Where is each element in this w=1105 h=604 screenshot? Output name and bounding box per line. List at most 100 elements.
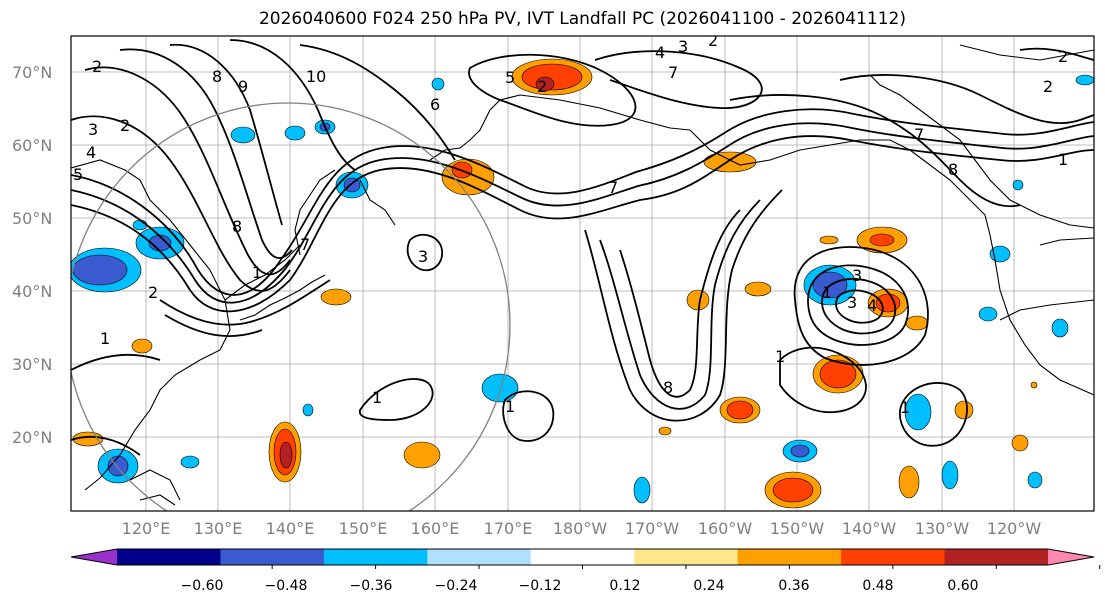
neg-anomaly <box>481 373 519 403</box>
pv-contour <box>594 50 763 109</box>
pv-contour <box>835 289 884 324</box>
pos-anomaly <box>772 477 814 503</box>
pos-anomaly <box>1030 381 1038 389</box>
contour-label: 2 <box>120 116 130 135</box>
pv-contour <box>358 378 434 421</box>
pv-contours <box>71 39 1094 456</box>
lon-label: 130°W <box>915 519 970 538</box>
pv-contour <box>793 246 929 366</box>
contour-label: 8 <box>948 160 958 179</box>
coastline <box>239 274 326 321</box>
coastline <box>224 244 301 301</box>
lon-label: 170°W <box>625 519 680 538</box>
neg-anomaly <box>1075 74 1094 86</box>
pv-contour <box>779 346 867 413</box>
longitude-labels: 120°E 130°E 140°E 150°E 160°E 170°E 180°… <box>122 519 1042 538</box>
pv-contour <box>71 115 291 292</box>
neg-anomaly <box>978 306 998 322</box>
lat-label: 30°N <box>12 355 52 374</box>
contour-label: 8 <box>232 217 242 236</box>
pv-contour <box>119 48 293 259</box>
contour-label: 1 <box>775 347 785 366</box>
lon-label: 120°W <box>987 519 1042 538</box>
map-frame <box>70 35 1095 512</box>
pos-anomaly <box>905 315 929 331</box>
lat-label: 50°N <box>12 209 52 228</box>
neg-anomaly <box>431 77 445 91</box>
pv-contour <box>839 74 1094 124</box>
colorbar-segment <box>530 549 635 565</box>
coastline <box>71 159 231 491</box>
contour-label: 7 <box>668 63 678 82</box>
pv-contour <box>1019 47 1094 61</box>
range-circle <box>71 102 511 511</box>
pv-contour <box>584 189 783 422</box>
colorbar-extend-high <box>1048 549 1094 565</box>
lat-label: 20°N <box>12 428 52 447</box>
pv-contour <box>899 382 968 447</box>
pos-anomaly <box>954 400 974 420</box>
neg-anomaly <box>72 254 128 286</box>
pv-contour <box>729 94 1021 208</box>
coastline <box>129 469 181 501</box>
coastline <box>959 44 1094 61</box>
colorbar-outline <box>70 548 1095 566</box>
pos-anomaly <box>898 465 920 499</box>
pos-anomaly <box>320 288 352 306</box>
pos-anomaly <box>703 151 757 173</box>
lat-label: 40°N <box>12 282 52 301</box>
pv-contour <box>468 53 637 127</box>
contour-label: 5 <box>73 165 83 184</box>
neg-anomaly <box>1012 179 1024 191</box>
pos-anomaly <box>535 76 555 92</box>
neg-anomaly <box>790 444 810 458</box>
pv-contour <box>71 122 1094 304</box>
colorbar-tick-labels: −0.60 −0.48 −0.36 −0.24 −0.12 0.12 0.24 … <box>181 578 979 594</box>
contour-label-layer: 2 3 4 5 8 9 10 6 5 2 4 3 2 7 7 7 8 3 8 7… <box>73 36 1068 417</box>
latitude-labels: 70°N 60°N 50°N 40°N 30°N 20°N <box>12 63 52 447</box>
pv-contour <box>71 108 1094 296</box>
coastline <box>1039 237 1094 246</box>
contour-label: 7 <box>914 125 924 144</box>
lat-label: 70°N <box>12 63 52 82</box>
neg-anomaly <box>230 126 256 144</box>
contour-label: 1 <box>100 329 110 348</box>
coastline <box>359 179 396 226</box>
pv-contour <box>807 264 909 346</box>
neg-anomaly <box>132 219 148 231</box>
colorbar-tick-label: −0.48 <box>265 578 308 594</box>
pv-contour <box>502 390 555 442</box>
colorbar-tick-label: 0.48 <box>862 578 893 594</box>
contour-label: 4 <box>86 143 96 162</box>
contour-label: 6 <box>430 95 440 114</box>
neg-anomaly <box>343 177 361 193</box>
neg-anomaly <box>1051 318 1069 338</box>
pos-anomaly <box>819 359 857 389</box>
pos-anomaly <box>875 293 901 313</box>
pos-anomaly <box>819 235 839 245</box>
pos-anomaly <box>403 441 441 469</box>
pv-contour <box>299 44 456 161</box>
pos-anomaly <box>658 426 672 436</box>
contour-label: 2 <box>1058 47 1068 66</box>
coastlines <box>71 44 1094 506</box>
contour-label: 1 <box>1058 150 1068 169</box>
lon-label: 150°W <box>770 519 825 538</box>
coastline <box>869 74 1094 229</box>
colorbar-segment <box>220 549 325 565</box>
pos-anomaly <box>686 289 710 311</box>
coastline <box>999 299 1094 321</box>
contour-label: 1 <box>822 283 832 302</box>
lon-label: 160°E <box>411 519 460 538</box>
colorbar-segment <box>634 549 739 565</box>
contour-label: 3 <box>852 266 862 285</box>
colorbar-tick-label: 0.60 <box>947 578 978 594</box>
lon-label: 140°E <box>266 519 315 538</box>
colorbar-segment <box>737 549 842 565</box>
colorbar-segment <box>841 549 946 565</box>
pos-anomaly <box>1011 434 1029 452</box>
contour-label: 2 <box>148 283 158 302</box>
pv-contour <box>619 209 741 398</box>
contour-label: 1 <box>900 398 910 417</box>
map-title: 2026040600 F024 250 hPa PV, IVT Landfall… <box>258 9 906 29</box>
